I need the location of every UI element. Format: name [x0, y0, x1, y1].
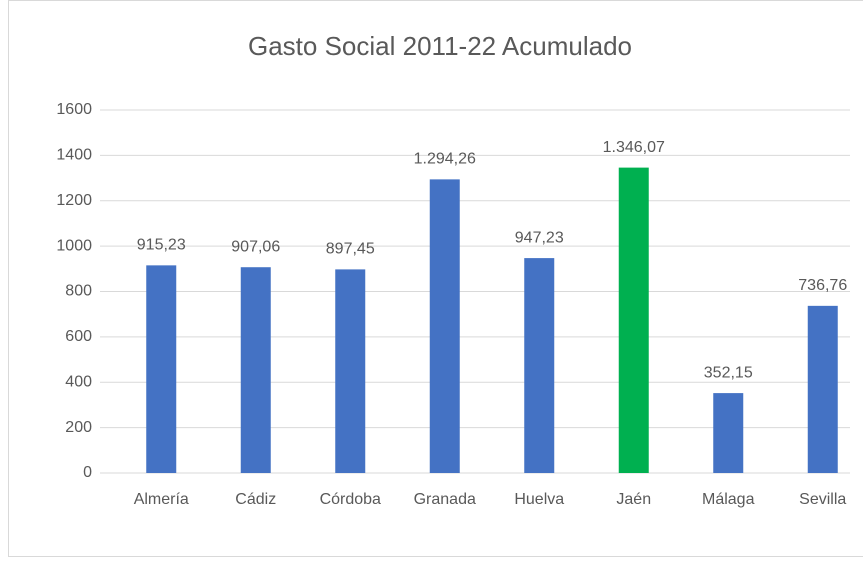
data-label: 1.294,26	[414, 151, 476, 168]
x-tick-label: Córdoba	[320, 491, 381, 508]
chart-title: Gasto Social 2011-22 Acumulado	[248, 31, 632, 61]
bar	[429, 179, 460, 474]
bar	[618, 167, 649, 474]
data-label: 897,45	[326, 241, 375, 258]
data-label: 736,76	[798, 277, 847, 294]
y-tick-label: 800	[65, 283, 92, 300]
x-tick-label: Málaga	[702, 491, 755, 508]
data-label: 907,06	[231, 238, 280, 255]
bar	[713, 393, 744, 473]
bar	[524, 258, 555, 473]
x-tick-label: Almería	[134, 491, 189, 508]
y-tick-label: 200	[65, 419, 92, 436]
y-tick-label: 1600	[56, 101, 92, 118]
y-tick-label: 1200	[56, 192, 92, 209]
x-tick-label: Jaén	[616, 491, 651, 508]
chart-border	[8, 0, 863, 557]
x-tick-label: Sevilla	[799, 491, 846, 508]
bar	[807, 305, 838, 473]
y-tick-label: 1000	[56, 237, 92, 254]
x-tick-label: Cádiz	[235, 491, 276, 508]
data-label: 1.346,07	[603, 139, 665, 156]
data-label: 915,23	[137, 237, 186, 254]
bar	[240, 267, 271, 473]
bar	[335, 269, 366, 473]
data-label: 352,15	[704, 364, 753, 381]
y-tick-label: 0	[83, 464, 92, 481]
y-tick-label: 1400	[56, 147, 92, 164]
x-tick-label: Granada	[414, 491, 476, 508]
data-label: 947,23	[515, 229, 564, 246]
y-tick-label: 600	[65, 328, 92, 345]
bar	[146, 265, 177, 473]
y-tick-label: 400	[65, 373, 92, 390]
x-tick-label: Huelva	[514, 491, 564, 508]
